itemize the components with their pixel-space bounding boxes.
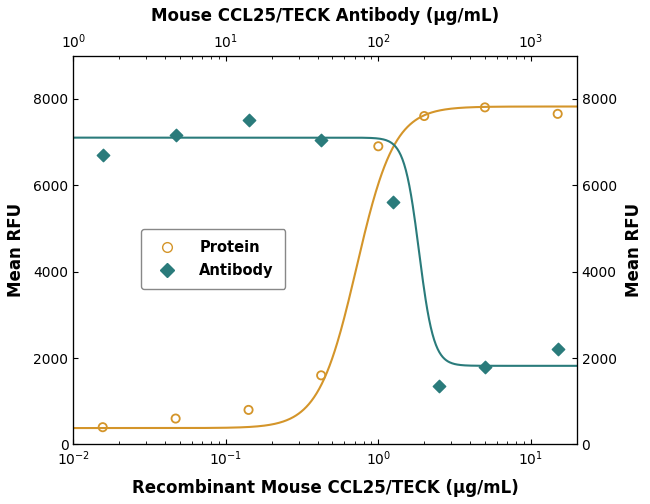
Y-axis label: Mean RFU: Mean RFU bbox=[7, 203, 25, 297]
X-axis label: Mouse CCL25/TECK Antibody (μg/mL): Mouse CCL25/TECK Antibody (μg/mL) bbox=[151, 7, 499, 25]
Point bbox=[434, 382, 444, 390]
Point bbox=[480, 363, 490, 371]
Point bbox=[243, 116, 254, 124]
Legend: Protein, Antibody: Protein, Antibody bbox=[141, 229, 285, 289]
Point bbox=[552, 110, 563, 118]
Point bbox=[316, 136, 326, 144]
Point bbox=[170, 132, 181, 140]
Point bbox=[552, 345, 563, 353]
Y-axis label: Mean RFU: Mean RFU bbox=[625, 203, 643, 297]
Point bbox=[480, 103, 490, 111]
Point bbox=[170, 414, 181, 422]
Point bbox=[98, 423, 108, 431]
Point bbox=[316, 371, 326, 380]
Point bbox=[388, 199, 398, 207]
X-axis label: Recombinant Mouse CCL25/TECK (μg/mL): Recombinant Mouse CCL25/TECK (μg/mL) bbox=[132, 479, 519, 497]
Point bbox=[419, 112, 430, 120]
Point bbox=[243, 406, 254, 414]
Point bbox=[98, 151, 108, 159]
Point bbox=[373, 142, 384, 150]
